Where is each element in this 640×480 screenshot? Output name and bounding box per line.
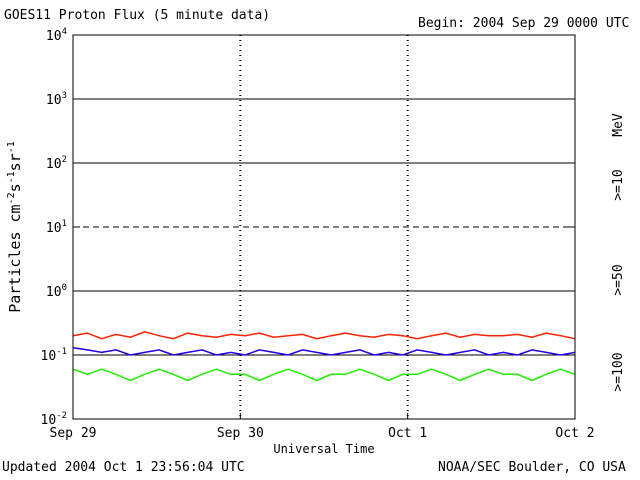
x-tick-label: Sep 30: [217, 426, 264, 441]
credit-label: NOAA/SEC Boulder, CO USA: [438, 460, 626, 475]
x-tick-label: Sep 29: [50, 426, 97, 441]
y-tick-label-exp: 1: [62, 219, 67, 229]
x-tick-label: Oct 2: [555, 426, 594, 441]
y-axis-label-exp1: -2: [6, 192, 17, 204]
legend-unit: MeV: [611, 113, 626, 137]
x-axis: Sep 29 Sep 30 Oct 1 Oct 2: [50, 413, 595, 441]
x-tick-label: Oct 1: [388, 426, 427, 441]
y-tick-label-base: 10: [46, 221, 62, 236]
y-tick-label-exp: 2: [62, 155, 67, 165]
y-axis-label: Particles cm-2s-1sr-1: [6, 141, 24, 313]
chart-title: GOES11 Proton Flux (5 minute data): [4, 8, 271, 23]
series-layer: [72, 331, 576, 382]
y-tick-label-base: 10: [46, 93, 62, 108]
y-tick-label-exp: 3: [62, 91, 67, 101]
series-line-2: [72, 346, 576, 356]
y-tick-label-base: 10: [46, 29, 62, 44]
y-tick-label: 100: [46, 283, 67, 300]
y-axis-label-sr: sr: [6, 153, 24, 171]
y-tick-label-base: 10: [41, 413, 57, 428]
y-tick-label: 104: [46, 27, 67, 44]
y-axis-label-s: s: [6, 183, 24, 192]
y-tick-label-exp: 4: [62, 27, 67, 37]
y-axis-label-exp2: -1: [6, 171, 17, 183]
begin-date-label: Begin: 2004 Sep 29 0000 UTC: [418, 16, 630, 31]
y-axis-label-text: Particles cm: [6, 204, 24, 312]
legend-label-2: >=50: [611, 264, 626, 295]
updated-timestamp: Updated 2004 Oct 1 23:56:04 UTC: [2, 460, 245, 475]
series-line-1: [72, 331, 576, 340]
y-axis-label-exp3: -1: [6, 141, 17, 153]
y-tick-label-base: 10: [46, 285, 62, 300]
y-tick-label-exp: 0: [62, 283, 67, 293]
y-tick-label-exp: -2: [56, 411, 67, 421]
y-tick-label-base: 10: [41, 349, 57, 364]
y-tick-label: 10-2: [41, 411, 68, 428]
y-tick-label-exp: -1: [56, 347, 67, 357]
y-tick-label: 101: [46, 219, 67, 236]
series-line-3: [72, 368, 576, 382]
legend-label-1: >=10: [611, 169, 626, 200]
y-tick-label-base: 10: [46, 157, 62, 172]
legend: MeV >=10 >=50 >=100: [611, 113, 626, 391]
y-tick-label: 102: [46, 155, 67, 172]
y-tick-label: 10-1: [41, 347, 68, 364]
legend-label-3: >=100: [611, 352, 626, 391]
y-tick-label: 103: [46, 91, 67, 108]
x-axis-label: Universal Time: [273, 442, 374, 456]
chart-grid: [73, 35, 575, 419]
